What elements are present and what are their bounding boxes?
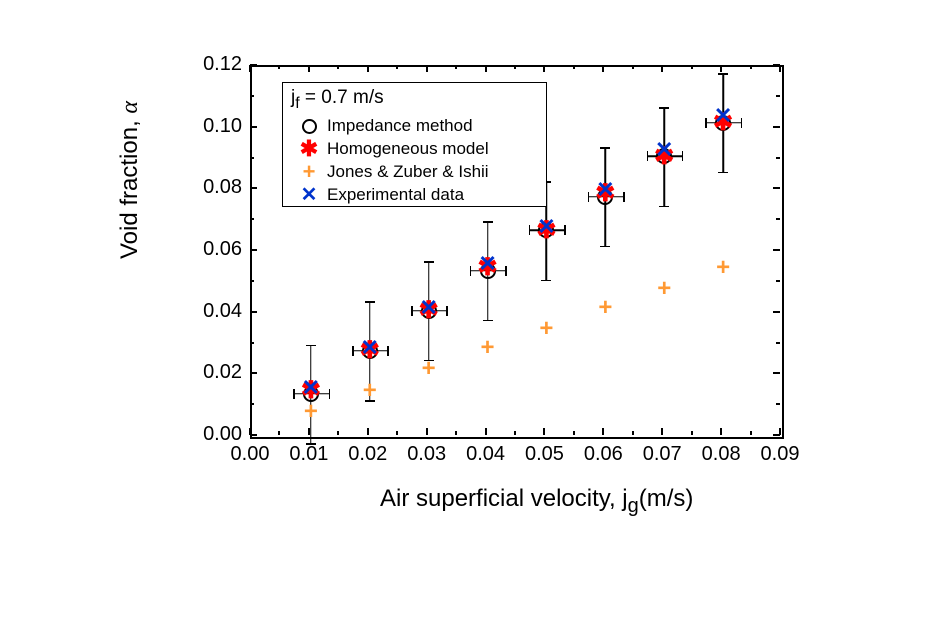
y-tick-label: 0.10 xyxy=(192,115,242,138)
x-tick-label: 0.01 xyxy=(284,443,334,466)
legend-label: Experimental data xyxy=(327,185,464,205)
legend-item: ✱Homogeneous model xyxy=(291,138,538,161)
x-tick-label: 0.04 xyxy=(461,443,511,466)
plus-icon: + xyxy=(291,161,327,183)
data-point: + xyxy=(304,406,318,424)
x-tick-label: 0.09 xyxy=(755,443,805,466)
data-point: + xyxy=(716,262,730,280)
x-axis-label: Air superficial velocity, jg(m/s) xyxy=(380,485,693,518)
data-point: ✕ xyxy=(655,144,673,162)
data-point: + xyxy=(363,385,377,403)
data-point: + xyxy=(422,363,436,381)
star-icon: ✱ xyxy=(291,138,327,160)
data-point: + xyxy=(657,283,671,301)
legend-title: jf = 0.7 m/s xyxy=(291,87,538,113)
x-tick-label: 0.00 xyxy=(225,443,275,466)
data-point: ✕ xyxy=(419,302,437,320)
x-icon: ✕ xyxy=(291,185,327,205)
circle-icon xyxy=(291,119,327,134)
legend-label: Homogeneous model xyxy=(327,139,489,159)
y-tick-label: 0.04 xyxy=(192,300,242,323)
x-tick-label: 0.07 xyxy=(637,443,687,466)
x-tick-label: 0.02 xyxy=(343,443,393,466)
y-tick-label: 0.08 xyxy=(192,176,242,199)
y-tick-label: 0.06 xyxy=(192,238,242,261)
y-axis-label: Void fraction, α xyxy=(116,101,144,259)
data-point: + xyxy=(598,302,612,320)
data-point: ✕ xyxy=(596,184,614,202)
chart-container: Void fraction, α Air superficial velocit… xyxy=(120,45,820,545)
legend-item: ✕Experimental data xyxy=(291,184,538,207)
data-point: ✕ xyxy=(714,110,732,128)
x-tick-label: 0.06 xyxy=(578,443,628,466)
legend: jf = 0.7 m/s Impedance method✱Homogeneous… xyxy=(282,82,547,207)
plot-area: ✱✱✱✱✱✱✱✱++++++++✕✕✕✕✕✕✕✕jf = 0.7 m/sImpe… xyxy=(250,65,784,439)
data-point: ✕ xyxy=(302,382,320,400)
y-tick-label: 0.12 xyxy=(192,53,242,76)
data-point: ✕ xyxy=(361,342,379,360)
x-tick-label: 0.05 xyxy=(519,443,569,466)
legend-label: Jones & Zuber & Ishii xyxy=(327,162,489,182)
data-point: + xyxy=(539,323,553,341)
y-tick-label: 0.02 xyxy=(192,361,242,384)
legend-item: Impedance method xyxy=(291,115,538,138)
data-point: ✕ xyxy=(478,258,496,276)
x-tick-label: 0.08 xyxy=(696,443,746,466)
data-point: + xyxy=(481,342,495,360)
x-tick-label: 0.03 xyxy=(402,443,452,466)
legend-item: +Jones & Zuber & Ishii xyxy=(291,161,538,184)
legend-label: Impedance method xyxy=(327,116,473,136)
data-point: ✕ xyxy=(537,221,555,239)
